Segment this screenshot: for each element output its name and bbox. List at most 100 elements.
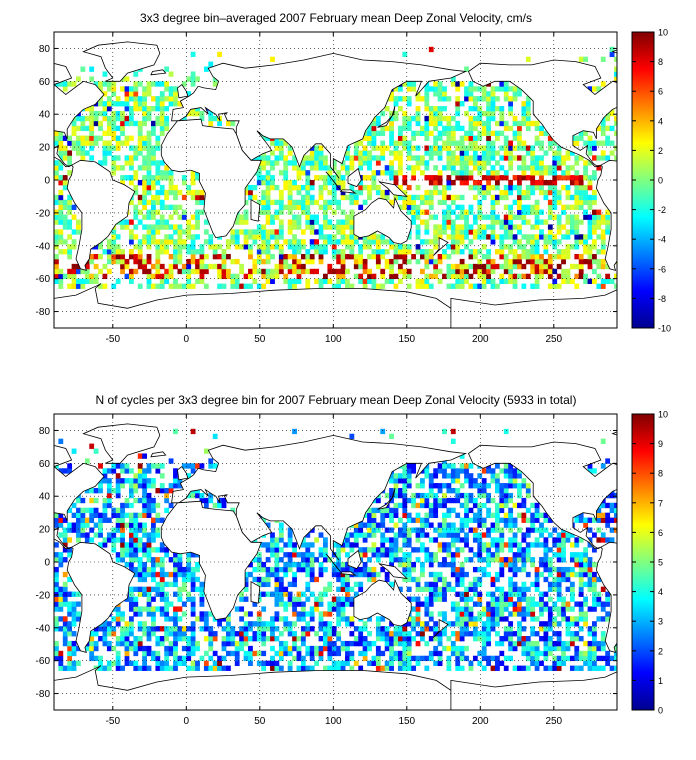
data-cell	[93, 115, 99, 122]
data-cell	[340, 273, 346, 280]
data-cell	[525, 527, 531, 533]
data-cell	[455, 145, 461, 151]
data-cell	[393, 542, 399, 548]
data-cell	[397, 135, 403, 141]
data-cell	[503, 204, 509, 210]
data-cell	[446, 209, 452, 215]
data-cell	[565, 204, 571, 210]
data-cell	[93, 655, 99, 662]
data-cell	[177, 586, 183, 592]
data-cell	[367, 244, 372, 250]
data-cell	[221, 273, 227, 280]
data-cell	[208, 655, 214, 662]
data-cell	[155, 239, 161, 245]
data-cell	[248, 184, 253, 191]
data-cell	[552, 606, 558, 612]
data-cell	[54, 175, 59, 181]
data-cell	[345, 552, 350, 558]
data-cell	[142, 665, 148, 671]
data-cell	[120, 640, 125, 647]
data-cell	[499, 650, 505, 657]
data-cell	[62, 547, 68, 553]
data-cell	[459, 81, 465, 87]
data-cell	[314, 239, 319, 245]
data-cell	[151, 655, 156, 662]
data-cell	[587, 557, 593, 563]
data-cell	[517, 254, 522, 260]
data-cell	[525, 165, 531, 171]
data-cell	[349, 239, 355, 245]
data-cell	[552, 552, 558, 558]
colorbar-tick-label: 8	[658, 57, 663, 67]
data-cell	[345, 562, 350, 568]
data-cell	[327, 650, 333, 657]
data-cell	[256, 552, 262, 558]
data-cell	[177, 214, 183, 220]
data-cell	[565, 219, 571, 225]
data-cell	[565, 268, 571, 275]
data-cell	[62, 596, 68, 602]
data-cell	[539, 165, 544, 171]
data-cell	[199, 596, 205, 602]
data-cell	[248, 571, 253, 578]
data-cell	[371, 140, 377, 146]
data-cell	[556, 263, 562, 270]
data-cell	[58, 278, 64, 284]
data-cell	[384, 665, 390, 671]
data-cell	[358, 571, 364, 578]
data-cell	[512, 557, 518, 563]
data-cell	[71, 239, 77, 245]
data-cell	[494, 507, 500, 514]
data-cell	[98, 517, 103, 523]
data-cell	[177, 189, 183, 196]
data-cell	[477, 596, 483, 602]
data-cell	[521, 562, 527, 568]
data-cell	[499, 488, 505, 494]
data-cell	[106, 660, 112, 666]
data-cell	[517, 224, 522, 230]
data-cell	[547, 229, 553, 235]
data-cell	[534, 655, 540, 662]
data-cell	[525, 115, 531, 122]
data-cell	[186, 636, 192, 642]
data-cell	[173, 204, 178, 210]
data-cell	[539, 522, 544, 528]
data-cell	[428, 492, 434, 499]
data-cell	[309, 180, 315, 186]
data-cell	[521, 591, 527, 597]
data-cell	[464, 502, 469, 509]
data-cell	[587, 586, 593, 592]
data-cell	[133, 101, 139, 107]
data-cell	[76, 140, 81, 146]
data-cell	[380, 507, 386, 514]
data-cell	[420, 483, 425, 489]
data-cell	[481, 636, 487, 642]
data-cell	[133, 209, 139, 215]
data-cell	[190, 224, 196, 230]
data-cell	[195, 665, 200, 671]
data-cell	[459, 273, 465, 280]
data-cell	[393, 254, 399, 260]
data-cell	[300, 160, 306, 166]
data-cell	[54, 263, 59, 270]
data-cell	[556, 150, 562, 156]
data-cell	[477, 566, 483, 573]
data-cell	[375, 145, 381, 151]
data-cell	[124, 91, 130, 97]
data-cell	[54, 194, 59, 201]
data-cell	[459, 263, 465, 270]
data-cell	[583, 650, 588, 657]
x-tick-label: 50	[254, 334, 266, 345]
data-cell	[605, 601, 611, 607]
data-cell	[411, 199, 417, 206]
data-cell	[168, 175, 174, 181]
data-cell	[349, 165, 355, 171]
data-cell	[534, 165, 540, 171]
data-cell	[190, 611, 196, 617]
data-cell	[437, 636, 443, 642]
data-cell	[362, 640, 368, 647]
data-cell	[402, 254, 408, 260]
data-cell	[133, 488, 139, 494]
data-cell	[517, 626, 522, 632]
data-cell	[62, 155, 68, 161]
